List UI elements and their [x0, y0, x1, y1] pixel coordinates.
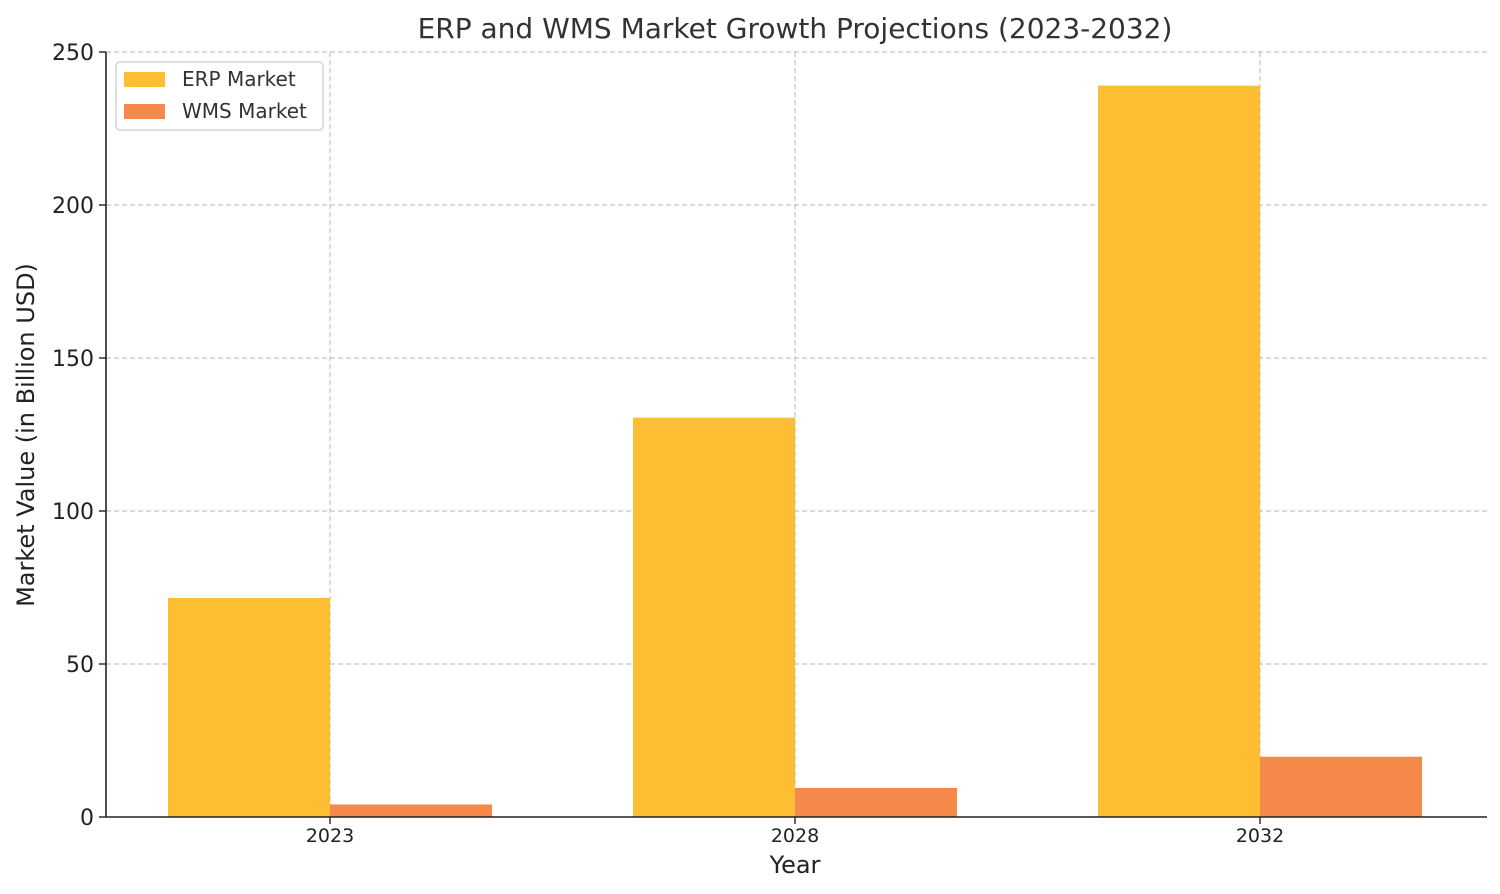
erp-bar-2023	[168, 597, 330, 817]
erp-bar-2032	[1098, 85, 1260, 817]
bars-layer	[168, 85, 1422, 817]
legend: ERP Market WMS Market	[115, 61, 324, 131]
x-tick-label: 2028	[771, 825, 819, 847]
legend-swatch	[124, 104, 165, 119]
wms-bar-2032	[1260, 756, 1422, 817]
axes-layer: 0 50 100 150 200 250 2023 2028 2032	[52, 41, 1487, 847]
x-tick-label: 2023	[306, 825, 354, 847]
y-tick-label: 50	[66, 653, 94, 678]
y-tick-label: 150	[52, 347, 94, 372]
legend-label: WMS Market	[182, 99, 307, 123]
legend-swatch	[124, 72, 165, 87]
x-tick-label: 2032	[1236, 825, 1284, 847]
grid-layer	[106, 51, 1487, 817]
wms-bar-2023	[330, 804, 492, 817]
wms-bar-2028	[795, 787, 957, 817]
y-axis-label: Market Value (in Billion USD)	[12, 263, 40, 607]
y-tick-label: 0	[80, 806, 94, 831]
legend-label: ERP Market	[182, 67, 296, 91]
y-tick-label: 200	[52, 194, 94, 219]
legend-box	[115, 61, 324, 131]
chart-title: ERP and WMS Market Growth Projections (2…	[418, 12, 1173, 45]
x-axis-label: Year	[769, 851, 821, 879]
y-tick-label: 250	[52, 41, 94, 66]
y-tick-label: 100	[52, 500, 94, 525]
erp-bar-2028	[633, 417, 795, 817]
